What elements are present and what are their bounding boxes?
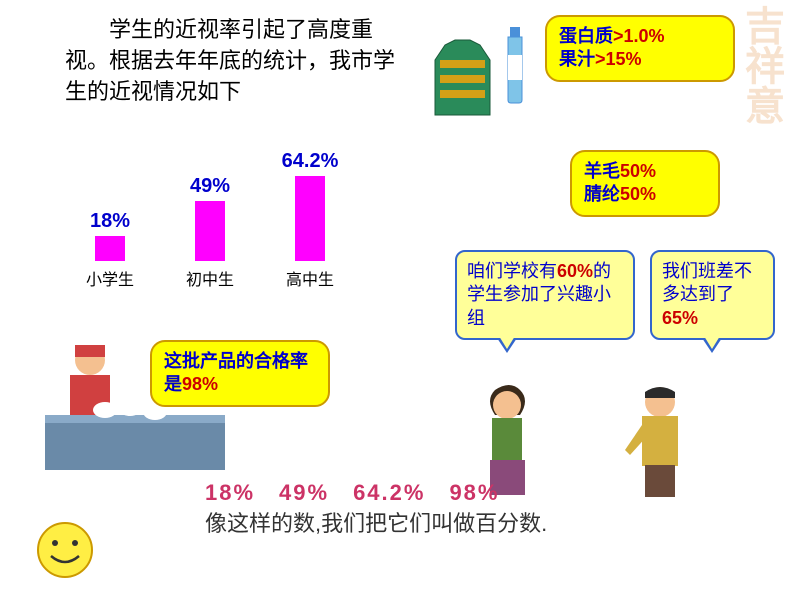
text: 果汁 [559,49,595,69]
value: 65% [662,308,698,328]
value: 50% [620,161,656,181]
bar-category: 初中生 [186,266,234,290]
bar-elementary: 18% 小学生 [70,210,150,290]
bar-label: 49% [190,175,230,198]
sweater-icon [425,30,500,120]
text: 蛋白质 [559,26,613,46]
text: 咱们学校有 [467,261,557,281]
speech-right: 我们班差不多达到了 65% [650,250,775,340]
text: 羊毛 [584,161,620,181]
value: 60% [557,261,593,281]
nutrition-bubble: 蛋白质>1.0% 果汁>15% [545,15,735,82]
bar-middle: 49% 初中生 [170,175,250,290]
value: 98% [182,374,218,394]
bar-category: 高中生 [286,266,334,290]
desk-icon [45,400,225,470]
man-icon [620,380,705,500]
value: 50% [620,184,656,204]
bar [195,201,225,261]
wool-bubble: 羊毛50% 腈纶50% [570,150,720,217]
myopia-chart: 18% 小学生 49% 初中生 64.2% 高中生 [60,170,360,290]
bottle-icon [500,25,530,105]
text: 腈纶 [584,184,620,204]
bar-label: 18% [90,210,130,233]
bar-high: 64.2% 高中生 [270,150,350,290]
value: >1.0% [613,26,665,46]
bar [295,176,325,261]
speech-left: 咱们学校有60%的学生参加了兴趣小组 [455,250,635,340]
bar-label: 64.2% [282,150,339,173]
value: >15% [595,49,642,69]
text: 我们班差不多达到了 [662,261,752,304]
intro-text: 学生的近视率引起了高度重视。根据去年年底的统计，我市学生的近视情况如下 [65,15,405,107]
conclusion-text: 像这样的数,我们把它们叫做百分数. [205,510,547,539]
percentage-row: 18% 49% 64.2% 98% [205,475,499,507]
quality-bubble: 这批产品的合格率是98% [150,340,330,407]
smiley-icon [35,520,95,580]
bar-category: 小学生 [86,266,134,290]
bar [95,236,125,261]
watermark: 吉祥意 [732,5,790,125]
